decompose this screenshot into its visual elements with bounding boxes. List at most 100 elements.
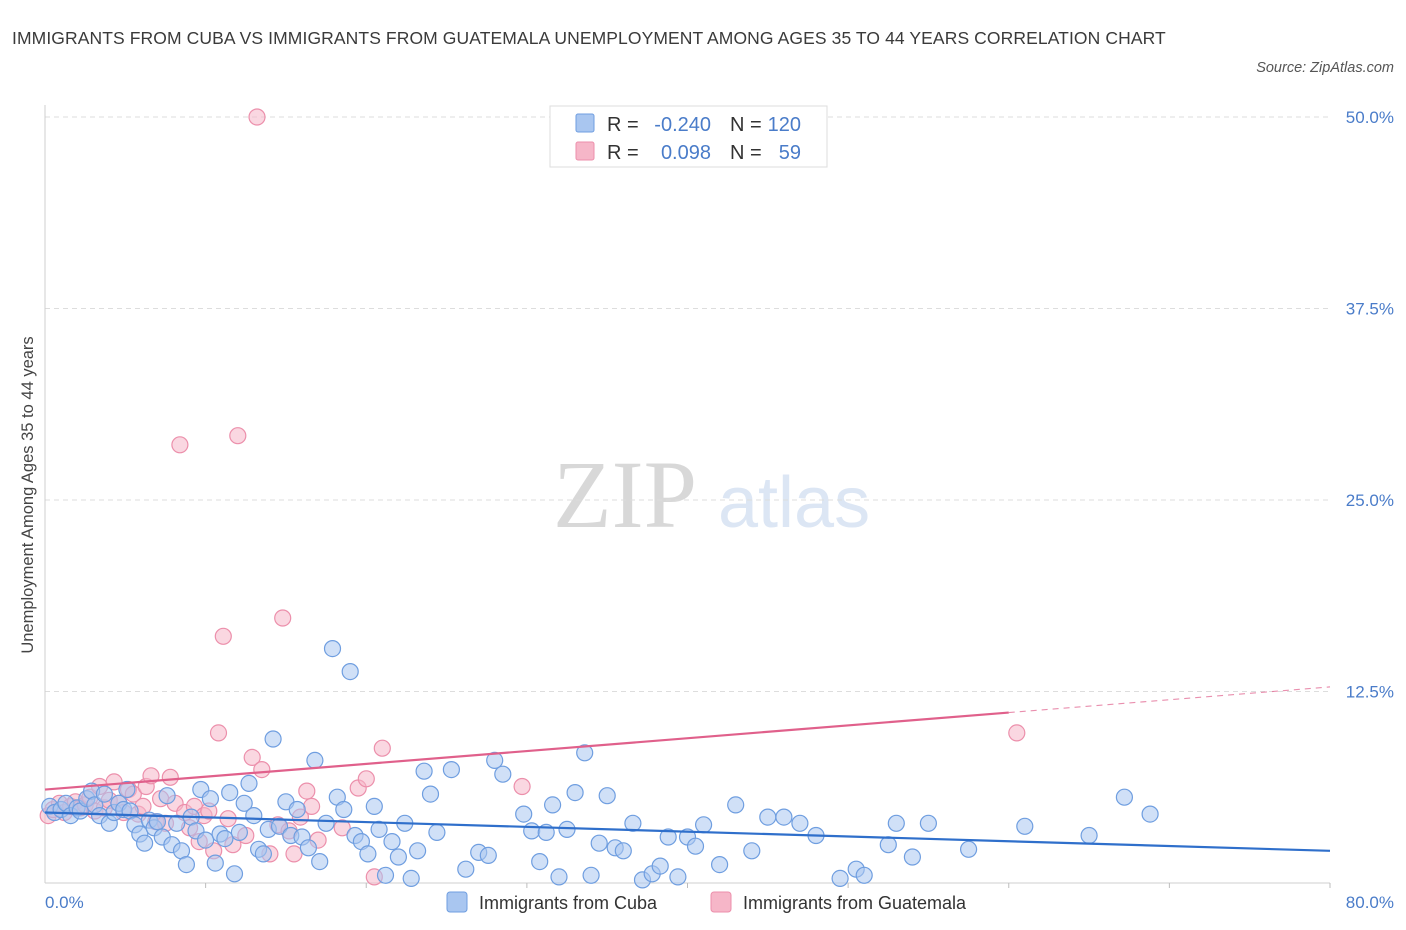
legend-n-label-cuba: N = [730, 114, 762, 136]
guatemala-point [209, 724, 228, 742]
y-tick-label: 12.5% [1346, 683, 1394, 702]
gridlines [45, 116, 1330, 692]
cuba-point [317, 814, 335, 832]
guatemala-point [357, 770, 375, 788]
cuba-point [1080, 826, 1098, 845]
cuba-point [306, 751, 324, 770]
guatemala-point [253, 760, 271, 779]
guatemala-point [274, 609, 292, 627]
cuba-point [598, 787, 616, 805]
cuba-point [216, 829, 234, 848]
cuba-point [879, 836, 897, 854]
cuba-point [710, 855, 729, 874]
cuba-point [335, 800, 353, 819]
y-tick-label: 37.5% [1346, 300, 1394, 319]
cuba-point [887, 814, 905, 832]
cuba-point [254, 845, 272, 863]
cuba-point [270, 817, 289, 835]
legend-r-label-guatemala: R = [607, 142, 639, 164]
cuba-point [1115, 788, 1134, 806]
cuba-point [201, 790, 219, 808]
cuba-point [903, 848, 922, 866]
cuba-point [624, 814, 642, 832]
chart-title: IMMIGRANTS FROM CUBA VS IMMIGRANTS FROM … [12, 28, 1166, 48]
cuba-point [515, 805, 533, 823]
guatemala-point [248, 108, 266, 126]
cuba-point [582, 866, 600, 884]
cuba-trend-line [44, 811, 1331, 852]
y-tick-label: 25.0% [1346, 491, 1394, 510]
guatemala-point [298, 782, 316, 800]
cuba-point [558, 820, 576, 839]
cuba-point [341, 662, 359, 681]
cuba-point [486, 751, 504, 770]
cuba-point [686, 837, 705, 855]
cuba-point [775, 808, 793, 826]
x-tick-label-max: 80.0% [1346, 893, 1394, 912]
guatemala-trend-line-extension [1008, 686, 1331, 714]
x-axis-ticks [205, 883, 1331, 888]
legend-r-value-cuba: -0.240 [654, 114, 711, 136]
guatemala-point [243, 748, 261, 767]
guatemala-point [105, 773, 123, 791]
cuba-point [158, 787, 176, 805]
cuba-point [95, 785, 114, 803]
cuba-point [651, 857, 669, 875]
cuba-point [614, 842, 632, 860]
cuba-point [494, 765, 512, 783]
cuba-point [479, 846, 497, 865]
legend-n-label-guatemala: N = [730, 142, 762, 164]
guatemala-point [333, 819, 351, 837]
cuba-point [177, 855, 195, 874]
legend-n-value-guatemala: 59 [779, 142, 801, 164]
cuba-point [543, 796, 562, 814]
cuba-point [659, 828, 677, 846]
legend-swatch-guatemala [575, 141, 595, 161]
series-legend: Immigrants from Cuba Immigrants from Gua… [446, 891, 967, 913]
y-axis-tick-labels: 12.5% 25.0% 37.5% 50.0% [1346, 108, 1394, 702]
cuba-point [442, 760, 460, 779]
trend-lines [44, 686, 1331, 852]
series-legend-swatch-guatemala [710, 891, 732, 913]
cuba-point [225, 865, 244, 883]
cuba-point [230, 823, 248, 842]
cuba-point [694, 816, 713, 834]
cuba-point [531, 852, 549, 871]
cuba-point [1141, 805, 1159, 823]
cuba-point [389, 848, 407, 866]
guatemala-point [303, 797, 321, 816]
cuba-point [376, 866, 395, 884]
series-legend-swatch-cuba [446, 891, 468, 913]
cuba-point [370, 820, 388, 839]
cuba-point [919, 814, 938, 832]
cuba-point [359, 845, 377, 863]
cuba-point [759, 808, 777, 826]
cuba-point [235, 794, 253, 812]
cuba-point [409, 842, 427, 860]
guatemala-points [39, 108, 1026, 886]
legend-r-label-cuba: R = [607, 114, 639, 136]
cuba-point [245, 806, 263, 825]
source-label: Source: ZipAtlas.com [1256, 60, 1394, 76]
watermark-atlas: atlas [718, 463, 870, 543]
y-tick-label: 50.0% [1346, 108, 1394, 127]
correlation-legend: R = -0.240 N = 120 R = 0.098 N = 59 [549, 105, 828, 168]
cuba-point [566, 783, 584, 802]
cuba-point [727, 796, 745, 814]
x-tick-label-min: 0.0% [45, 893, 84, 912]
guatemala-point [285, 845, 303, 863]
cuba-point [299, 839, 317, 857]
guatemala-point [513, 777, 531, 796]
cuba-point [1016, 817, 1034, 835]
cuba-point [402, 869, 420, 888]
cuba-point [136, 834, 154, 852]
guatemala-point [171, 436, 189, 454]
legend-r-value-guatemala: 0.098 [661, 142, 711, 164]
cuba-point [855, 866, 873, 884]
cuba-point [428, 823, 446, 842]
cuba-point [148, 813, 166, 831]
cuba-point [576, 744, 594, 762]
legend-n-value-cuba: 120 [768, 114, 801, 136]
y-axis-title: Unemployment Among Ages 35 to 44 years [19, 336, 37, 653]
cuba-point [118, 780, 136, 799]
